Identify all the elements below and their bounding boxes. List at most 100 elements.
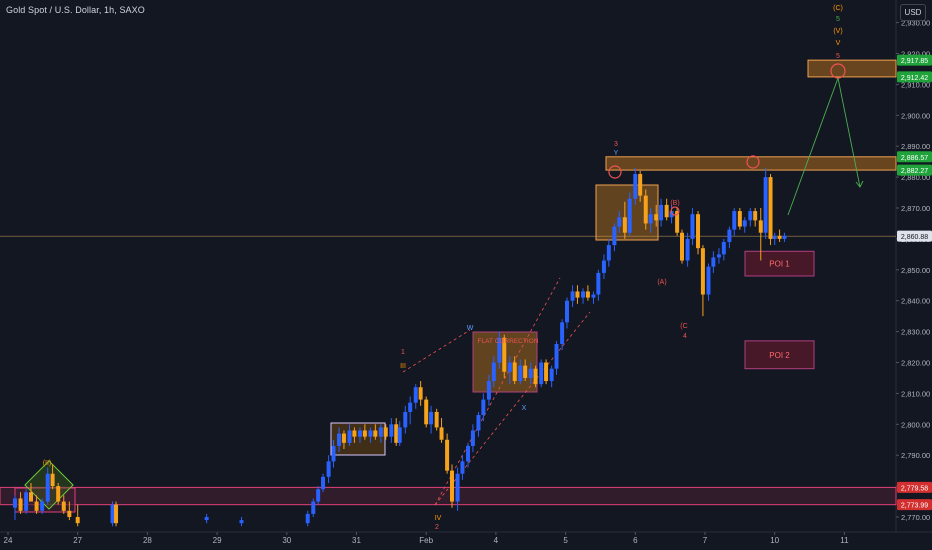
candle-body [591, 294, 596, 298]
price-tag-label: 2,886.57 [901, 155, 928, 162]
candle-body [34, 501, 39, 511]
candle-body [347, 430, 352, 443]
candle-body [29, 492, 34, 502]
candle-body [204, 517, 209, 521]
wave-label: (C [680, 323, 687, 330]
pivot-marker [746, 155, 760, 169]
projection-arrow [855, 180, 864, 188]
pivot-marker [670, 206, 680, 216]
price-tag[interactable] [897, 499, 932, 511]
candle-body [114, 504, 119, 524]
candle-body [403, 411, 408, 428]
candle-body [706, 266, 711, 295]
candle-body [737, 211, 742, 227]
candle-body [768, 177, 773, 239]
candle-body [460, 461, 465, 474]
x-tick-label: Feb [419, 536, 433, 545]
wave-label: FLAT CORRECTION [478, 338, 539, 345]
price-tag-label: 2,773.99 [901, 503, 928, 510]
candle-body [659, 204, 664, 221]
x-tick-label: 29 [213, 536, 222, 545]
x-tick-label: 11 [840, 536, 849, 545]
wave-label: 2 [435, 524, 439, 531]
wave-label: 3 [614, 141, 618, 148]
candle-body [528, 368, 533, 378]
candle-body [617, 217, 622, 227]
price-tag[interactable] [897, 481, 932, 493]
y-tick-label: 2,800.00 [901, 420, 930, 429]
candle-body [362, 430, 367, 437]
candle-body [772, 235, 777, 239]
candle-body [331, 445, 336, 462]
wave-label: (V) [833, 28, 842, 35]
candle-body [413, 387, 418, 403]
candle-body [581, 291, 586, 298]
candle-body [424, 399, 429, 425]
price-tag[interactable] [897, 54, 932, 66]
candle-body [669, 211, 674, 218]
y-tick-label: 2,930.00 [901, 19, 930, 28]
candle-body [606, 245, 611, 261]
x-tick-label: 31 [352, 536, 361, 545]
y-tick-label: 2,910.00 [901, 80, 930, 89]
wave-label: 4 [683, 333, 687, 340]
y-tick-label: 2,900.00 [901, 111, 930, 120]
poi-box[interactable] [744, 340, 815, 370]
y-tick-label: 2,790.00 [901, 451, 930, 460]
candle-body [742, 220, 747, 227]
candle-body [18, 498, 23, 511]
price-tag[interactable] [897, 230, 932, 242]
candle-body [45, 473, 50, 502]
wave-label: 1 [401, 349, 405, 356]
wave-label: (A) [657, 279, 666, 286]
currency-button[interactable]: USD [900, 4, 926, 21]
price-tag[interactable] [897, 164, 932, 176]
candle-body [481, 399, 486, 416]
candle-body [497, 337, 502, 363]
wave-label: 5 [836, 53, 840, 60]
candle-body [601, 260, 606, 273]
price-tag[interactable] [897, 151, 932, 163]
candle-body [408, 402, 413, 412]
price-tag-label: 2,882.27 [901, 168, 928, 175]
candle-body [383, 427, 388, 437]
candle-body [690, 214, 695, 239]
price-axis[interactable]: 2,930.00 2,920.00 2,910.00 2,900.00 2,890.00… [896, 19, 932, 522]
support-zone[interactable] [0, 486, 897, 506]
candle-body [675, 211, 680, 233]
wave-label: W [467, 325, 474, 332]
x-tick-label: 28 [143, 536, 152, 545]
price-tag-label: 2,917.85 [901, 58, 928, 65]
time-axis[interactable]: 24 27 28 29 30 31 Feb 4 5 6 7 10 11 [4, 532, 850, 545]
candle-body [633, 174, 638, 199]
wave-label: Y [614, 150, 619, 157]
candle-body [570, 291, 575, 301]
target-zone[interactable] [807, 59, 897, 78]
candle-body [643, 195, 648, 224]
candle-body [61, 501, 66, 511]
channel-line [434, 277, 561, 506]
price-tag-label: 2,912.42 [901, 75, 928, 82]
candle-body [512, 362, 517, 382]
candle-body [564, 300, 569, 323]
candle-body [378, 427, 383, 437]
candle-body [518, 365, 523, 382]
price-tag[interactable] [897, 71, 932, 83]
candle-body [397, 427, 402, 443]
candle-body [575, 291, 580, 298]
candle-body [711, 257, 716, 267]
candle-body [654, 214, 659, 221]
x-tick-label: 27 [73, 536, 82, 545]
wave-label: (B) [670, 200, 679, 207]
candle-body [476, 415, 481, 431]
candle-body [502, 337, 507, 372]
candle-body [470, 430, 475, 446]
candle-body [696, 214, 701, 249]
candle-body [239, 520, 244, 524]
y-tick-label: 2,920.00 [901, 50, 930, 59]
candle-body [50, 473, 55, 487]
candle-body [533, 368, 538, 385]
poi-box[interactable] [744, 250, 815, 277]
consolidation-box-3[interactable] [595, 184, 659, 241]
